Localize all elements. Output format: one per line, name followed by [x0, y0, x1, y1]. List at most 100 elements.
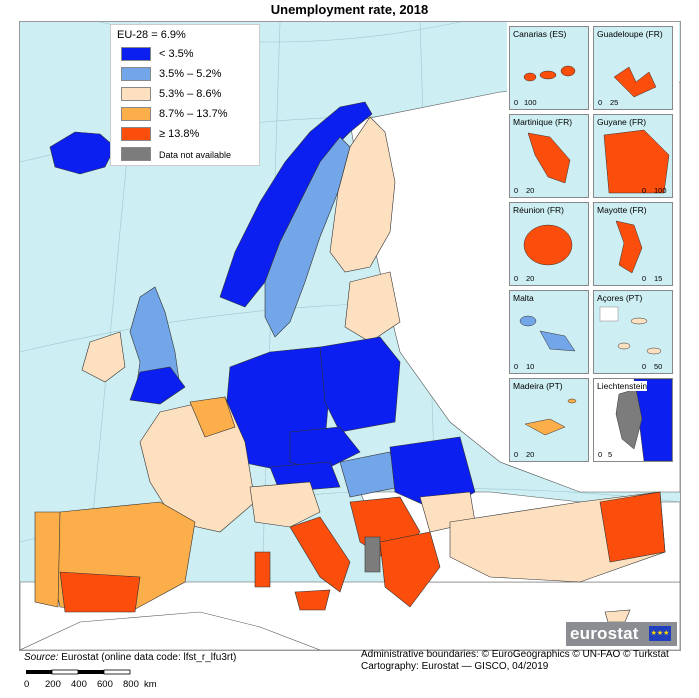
- inset-map: [599, 306, 662, 355]
- legend-label: 3.5% – 5.2%: [159, 68, 222, 80]
- region-uk-south: [129, 366, 186, 405]
- legend-item: < 3.5%: [121, 47, 257, 63]
- inset-name: Guyane (FR): [597, 117, 647, 127]
- inset-scale-end: 50: [654, 362, 663, 371]
- eu-flag-icon: ★★★: [649, 626, 671, 641]
- inset-map: [594, 379, 672, 461]
- region-spain-south: [59, 571, 141, 613]
- inset-mayotte: Mayotte (FR) 0 15: [593, 202, 673, 286]
- legend-item: ≥ 13.8%: [121, 127, 257, 143]
- inset-scale-start: 0: [514, 98, 519, 107]
- legend-label: < 3.5%: [159, 48, 194, 60]
- region-poland: [319, 336, 401, 433]
- inset-scale-start: 0: [598, 98, 603, 107]
- legend-item: Data not available: [121, 147, 257, 163]
- inset-map: [615, 220, 643, 274]
- scale-tick: 400: [71, 679, 87, 690]
- inset-scale-end: 10: [526, 362, 535, 371]
- legend-swatch: [121, 147, 151, 161]
- inset-acores: Açores (PT) 0 50: [593, 290, 673, 374]
- inset-scale-end: 20: [526, 274, 535, 283]
- inset-madeira: Madeira (PT) 0 20: [509, 378, 589, 462]
- inset-scale-end: 5: [608, 450, 613, 459]
- legend-swatch: [121, 87, 151, 101]
- legend-header: EU-28 = 6.9%: [117, 29, 186, 41]
- inset-guadeloupe: Guadeloupe (FR) 0 25: [593, 26, 673, 110]
- inset-map: [524, 398, 577, 436]
- scale-tick: 600: [97, 679, 113, 690]
- inset-name: Réunion (FR): [513, 205, 565, 215]
- legend-label: 5.3% – 8.6%: [159, 88, 222, 100]
- region-italy-north: [249, 481, 321, 528]
- inset-name: Mayotte (FR): [597, 205, 647, 215]
- region-france-north: [189, 396, 236, 438]
- credits-boundaries: Administrative boundaries: © EuroGeograp…: [361, 649, 669, 660]
- inset-map: [613, 66, 657, 98]
- inset-name: Liechtenstein: [597, 381, 648, 391]
- scale-bar-graphic: [26, 669, 131, 675]
- inset-scale-start: 0: [642, 186, 647, 195]
- legend-label: Data not available: [159, 150, 232, 160]
- inset-canarias: Canarias (ES) 0 100: [509, 26, 589, 110]
- inset-name: Guadeloupe (FR): [597, 29, 663, 39]
- scale-unit: km: [144, 679, 157, 690]
- legend-swatch: [121, 107, 151, 121]
- legend-label: 8.7% – 13.7%: [159, 108, 228, 120]
- region-greece: [379, 531, 441, 608]
- inset-map: [603, 129, 670, 194]
- eurostat-logo: eurostat ★★★: [566, 622, 677, 646]
- inset-reunion: Réunion (FR) 0 20: [509, 202, 589, 286]
- region-baltics: [344, 271, 401, 343]
- inset-map: [519, 315, 576, 352]
- credits: Administrative boundaries: © EuroGeograp…: [361, 649, 669, 673]
- source-note: Source: Eurostat (online data code: lfst…: [24, 652, 236, 663]
- region-italy-south: [289, 516, 351, 593]
- legend: EU-28 = 6.9% < 3.5% 3.5% – 5.2% 5.3% – 8…: [110, 24, 260, 166]
- region-france: [139, 396, 256, 533]
- inset-name: Canarias (ES): [513, 29, 567, 39]
- inset-scale-start: 0: [514, 362, 519, 371]
- legend-item: 3.5% – 5.2%: [121, 67, 257, 83]
- scale-tick: 200: [45, 679, 61, 690]
- legend-item: 5.3% – 8.6%: [121, 87, 257, 103]
- source-text: Eurostat (online data code: lfst_r_lfu3r…: [61, 652, 237, 663]
- logo-text: eurostat: [570, 624, 639, 643]
- scale-bar: 0 200 400 600 800 km: [24, 667, 164, 695]
- inset-scale-start: 0: [514, 186, 519, 195]
- region-sardinia: [254, 551, 271, 588]
- inset-map: [523, 224, 573, 266]
- region-albania: [364, 536, 381, 573]
- inset-name: Martinique (FR): [513, 117, 573, 127]
- inset-scale-end: 25: [610, 98, 619, 107]
- scale-tick: 800: [123, 679, 139, 690]
- region-ireland: [81, 331, 126, 383]
- legend-swatch: [121, 127, 151, 141]
- inset-scale-start: 0: [642, 274, 647, 283]
- inset-guyane: Guyane (FR) 0 100: [593, 114, 673, 198]
- inset-scale-end: 20: [526, 450, 535, 459]
- inset-scale-start: 0: [514, 450, 519, 459]
- legend-swatch: [121, 47, 151, 61]
- scale-tick: 0: [24, 679, 30, 690]
- map-title: Unemployment rate, 2018: [270, 2, 429, 17]
- inset-scale-start: 0: [514, 274, 519, 283]
- region-finland: [329, 116, 396, 273]
- region-portugal: [34, 511, 61, 608]
- inset-name: Madeira (PT): [513, 381, 563, 391]
- inset-scale-end: 100: [654, 186, 667, 195]
- inset-map: [527, 132, 571, 184]
- legend-label: ≥ 13.8%: [159, 128, 200, 140]
- inset-scale-start: 0: [598, 450, 603, 459]
- legend-item: 8.7% – 13.7%: [121, 107, 257, 123]
- inset-scale-end: 100: [524, 98, 537, 107]
- region-iceland: [49, 131, 116, 175]
- inset-malta: Malta 0 10: [509, 290, 589, 374]
- inset-scale-start: 0: [642, 362, 647, 371]
- inset-map: [523, 65, 576, 82]
- region-turkey-east: [599, 491, 666, 563]
- credits-cartography: Cartography: Eurostat — GISCO, 04/2019: [361, 661, 549, 672]
- legend-swatch: [121, 67, 151, 81]
- inset-liechtenstein: Liechtenstein 0 5: [593, 378, 673, 462]
- source-label: Source:: [24, 652, 59, 663]
- inset-name: Açores (PT): [597, 293, 643, 303]
